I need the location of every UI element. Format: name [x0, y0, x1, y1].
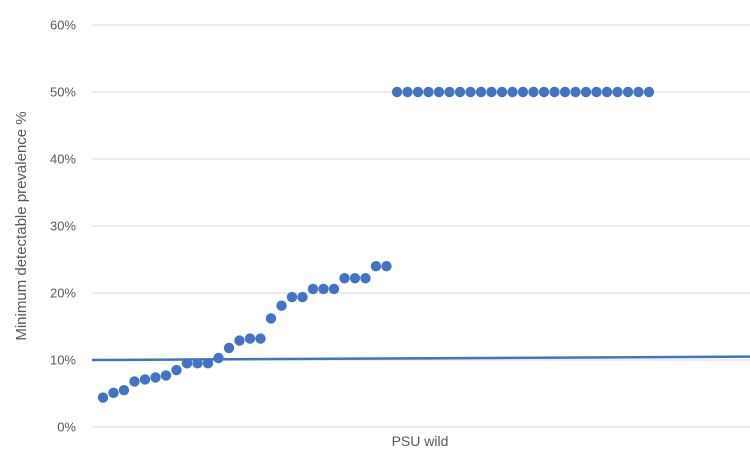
data-point	[412, 86, 424, 98]
data-point	[297, 291, 308, 303]
reference-line-group	[91, 355, 750, 362]
data-point	[454, 86, 466, 98]
data-point	[339, 273, 350, 284]
data-point	[633, 86, 644, 98]
data-point	[234, 335, 245, 346]
data-point	[276, 300, 287, 311]
data-point	[402, 86, 413, 98]
y-tick-label: 40%	[50, 152, 76, 167]
data-point	[349, 273, 361, 284]
data-point	[601, 86, 613, 98]
data-point	[118, 384, 130, 396]
x-category-label: PSU wild	[392, 433, 449, 449]
data-point	[570, 86, 581, 98]
data-point	[423, 86, 434, 98]
data-point	[202, 358, 214, 369]
data-point	[475, 86, 487, 98]
data-point	[213, 352, 224, 364]
data-point	[171, 364, 182, 376]
data-point	[486, 86, 497, 98]
data-point	[223, 342, 235, 354]
y-tick-label: 30%	[50, 219, 76, 234]
data-point	[318, 283, 329, 295]
y-tick-label: 50%	[50, 85, 76, 100]
data-point	[643, 86, 655, 98]
data-point	[507, 86, 518, 98]
data-point	[580, 86, 592, 98]
data-point	[328, 283, 340, 295]
y-tick-label: 10%	[50, 353, 76, 368]
data-point	[381, 261, 392, 272]
data-point	[139, 374, 151, 385]
data-point	[265, 313, 277, 324]
data-point	[307, 283, 319, 295]
data-point	[150, 372, 161, 383]
data-point	[129, 376, 140, 387]
y-tick-label: 0%	[57, 420, 76, 435]
data-point	[465, 86, 476, 98]
data-point	[255, 333, 266, 344]
data-point	[433, 86, 445, 98]
data-point	[97, 392, 109, 403]
data-point	[538, 86, 550, 98]
data-point	[559, 86, 571, 98]
y-axis-title: Minimum detectable prevalence %	[13, 111, 30, 340]
data-point	[612, 86, 623, 98]
data-point	[370, 261, 382, 272]
reference-line	[91, 355, 750, 362]
y-tick-labels: 0% 10% 20% 30% 40% 50% 60%	[50, 18, 76, 435]
data-point	[160, 370, 172, 381]
data-point	[591, 86, 602, 98]
data-point	[360, 273, 371, 284]
y-tick-label: 20%	[50, 286, 76, 301]
data-point	[444, 86, 455, 98]
data-point	[622, 86, 634, 98]
data-point	[528, 86, 539, 98]
data-point	[108, 387, 119, 399]
data-point	[244, 333, 256, 344]
data-point	[549, 86, 560, 98]
data-point	[181, 358, 193, 369]
data-points	[97, 86, 655, 403]
y-tick-label: 60%	[50, 18, 76, 33]
data-point	[192, 358, 203, 369]
data-point	[496, 86, 508, 98]
data-point	[391, 86, 403, 98]
data-point	[517, 86, 529, 98]
data-point	[286, 291, 298, 303]
